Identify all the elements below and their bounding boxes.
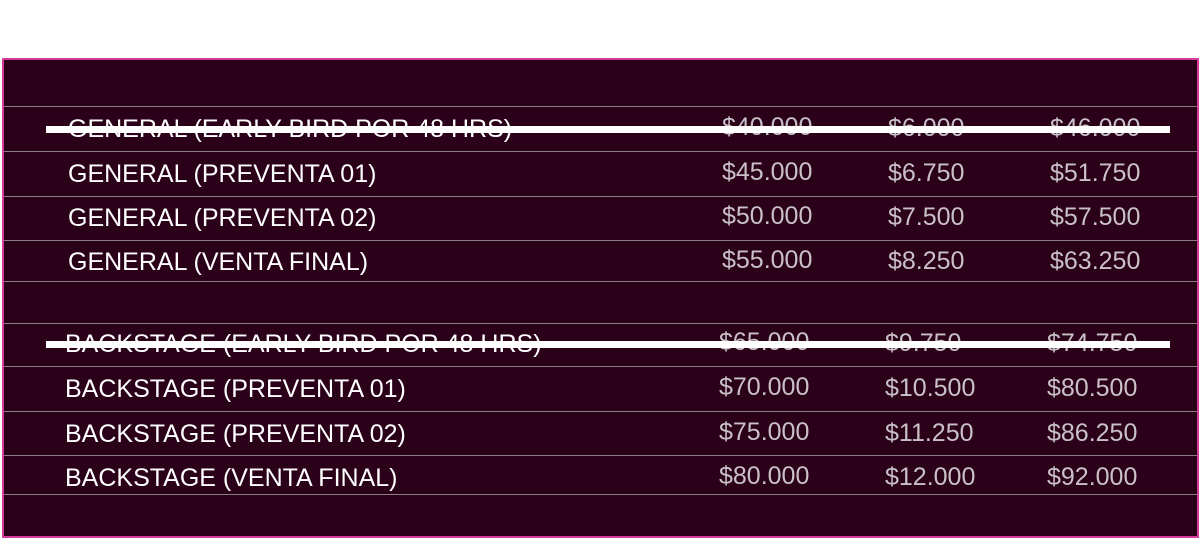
- ticket-fee: $6.750: [888, 159, 965, 187]
- table-row: BACKSTAGE (PREVENTA 01) $70.000 $10.500 …: [4, 368, 1197, 412]
- strikethrough-line: [46, 341, 1170, 348]
- ticket-total: $86.250: [1047, 419, 1138, 447]
- ticket-price: $50.000: [722, 202, 813, 230]
- ticket-name: GENERAL (VENTA FINAL): [68, 248, 369, 276]
- ticket-name: BACKSTAGE (PREVENTA 01): [65, 375, 406, 403]
- ticket-fee: $12.000: [885, 463, 976, 491]
- ticket-price: $75.000: [719, 418, 810, 446]
- ticket-total: $57.500: [1050, 203, 1141, 231]
- ticket-name: BACKSTAGE (PREVENTA 02): [65, 420, 406, 448]
- strikethrough-line: [46, 126, 1170, 133]
- table-row: GENERAL (PREVENTA 01) $45.000 $6.750 $51…: [4, 153, 1197, 197]
- table-row: GENERAL (VENTA FINAL) $55.000 $8.250 $63…: [4, 242, 1197, 282]
- table-divider-top: [4, 106, 1197, 107]
- ticket-fee: $8.250: [888, 247, 965, 275]
- ticket-total: $51.750: [1050, 159, 1141, 187]
- ticket-total: $92.000: [1047, 463, 1138, 491]
- ticket-name: BACKSTAGE (VENTA FINAL): [65, 464, 398, 492]
- spacer-row: [4, 283, 1197, 324]
- ticket-price: $45.000: [722, 158, 813, 186]
- table-row: GENERAL (PREVENTA 02) $50.000 $7.500 $57…: [4, 198, 1197, 241]
- ticket-price: $70.000: [719, 373, 810, 401]
- ticket-total: $63.250: [1050, 247, 1141, 275]
- ticket-fee: $10.500: [885, 374, 976, 402]
- table-row: BACKSTAGE (PREVENTA 02) $75.000 $11.250 …: [4, 413, 1197, 456]
- price-table-panel: GENERAL (EARLY BIRD POR 48 HRS) $40.000 …: [2, 58, 1199, 538]
- table-row: BACKSTAGE (VENTA FINAL) $80.000 $12.000 …: [4, 457, 1197, 495]
- ticket-price: $80.000: [719, 462, 810, 490]
- ticket-name: GENERAL (PREVENTA 01): [68, 160, 377, 188]
- ticket-fee: $7.500: [888, 203, 965, 231]
- ticket-price: $55.000: [722, 246, 813, 274]
- ticket-name: GENERAL (PREVENTA 02): [68, 204, 377, 232]
- ticket-fee: $11.250: [885, 419, 974, 447]
- ticket-total: $80.500: [1047, 374, 1138, 402]
